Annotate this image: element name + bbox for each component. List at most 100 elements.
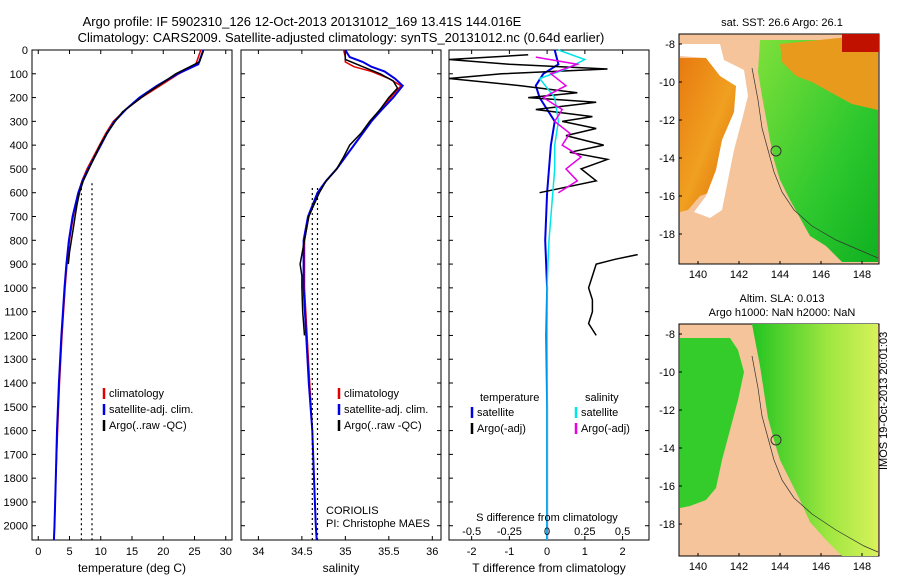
sst-map-argo-marker (770, 145, 782, 157)
sla-map-coral-sea (752, 324, 878, 556)
sla-map-coast-line (751, 355, 879, 553)
y-tick-label: 1800 (4, 473, 28, 485)
sla-map-title-1: Altim. SLA: 0.013 (740, 293, 825, 305)
map-x-tick-label: 148 (853, 269, 871, 281)
y-tick-label: 1100 (4, 307, 28, 319)
x-tick-label: 20 (157, 546, 169, 558)
y-tick-label: 200 (10, 93, 28, 105)
series-line (448, 54, 611, 194)
map-x-tick-label: 142 (730, 561, 748, 573)
y-tick-label: 800 (10, 235, 28, 247)
map-y-tick-label: -10 (659, 77, 675, 89)
salinity-panel: 34 34.5 35 35.5 36 salinity climatology satelli… (240, 49, 442, 575)
temperature-xlabel: temperature (deg C) (78, 561, 186, 575)
y-tick-label: 100 (10, 69, 28, 81)
legend-label: satellite (477, 407, 514, 419)
sla-map-title-2: Argo h1000: NaN h2000: NaN (709, 307, 856, 319)
legend-title-salinity: salinity (585, 392, 619, 404)
legend-label: climatology (344, 388, 400, 400)
map-y-tick-label: -18 (659, 229, 675, 241)
sst-map-hot-corner (842, 34, 879, 52)
map-x-tick-label: 142 (730, 269, 748, 281)
x-tick-label: 0 (544, 546, 550, 558)
map-x-tick-label: 140 (689, 269, 707, 281)
y-tick-label: 500 (10, 164, 28, 176)
legend-label: satellite-adj. clim. (344, 404, 428, 416)
difference-axes-frame (448, 49, 650, 541)
difference-panel: -2 -1 0 1 2 T difference from climatology temp… (448, 49, 650, 575)
sst-map-warm-sea-west (680, 58, 742, 212)
chart-title-line-1: Argo profile: IF 5902310_126 12-Oct-2013… (83, 14, 522, 29)
x-tick-label: 10 (95, 546, 107, 558)
salinity-axes-frame (240, 49, 442, 541)
sla-map-argo-marker (770, 434, 782, 446)
y-tick-label: 1700 (4, 449, 28, 461)
x-tick-label: 0 (35, 546, 41, 558)
x-tick-label-top: -0.5 (462, 526, 481, 538)
map-y-tick-label: -10 (659, 367, 675, 379)
map-y-tick-label: -18 (659, 519, 675, 531)
y-tick-label: 0 (22, 45, 28, 57)
sla-map-sea-west (680, 338, 744, 508)
x-tick-label: 2 (620, 546, 626, 558)
y-tick-label: 1600 (4, 426, 28, 438)
y-tick-label: 1900 (4, 497, 28, 509)
x-tick-label: 30 (220, 546, 232, 558)
x-tick-label: 34.5 (291, 546, 312, 558)
temperature-panel: 0 5 10 15 20 25 300100200300400500600700800900… (4, 45, 233, 575)
y-tick-label: 900 (10, 259, 28, 271)
map-x-tick-label: 146 (812, 269, 830, 281)
y-tick-label: 1500 (4, 402, 28, 414)
map-y-tick-label: -8 (665, 329, 675, 341)
y-tick-label: 1200 (4, 330, 28, 342)
series-line (67, 50, 205, 265)
chart-title-line-2: Climatology: CARS2009. Satellite-adjuste… (78, 30, 605, 45)
sla-map: Altim. SLA: 0.013 Argo h1000: NaN h2000:… (678, 293, 880, 557)
x-tick-label-top: -0.25 (497, 526, 522, 538)
x-tick-label-top: 0.25 (574, 526, 595, 538)
x-tick-label: 34 (252, 546, 264, 558)
map-y-tick-label: -16 (659, 481, 675, 493)
map-x-tick-label: 148 (853, 561, 871, 573)
legend-label: Argo(..raw -QC) (344, 420, 422, 432)
x-tick-label: -2 (467, 546, 477, 558)
temperature-axes-frame (31, 49, 233, 541)
y-tick-label: 1400 (4, 378, 28, 390)
map-y-tick-label: -12 (659, 115, 675, 127)
map-x-tick-label: 144 (771, 561, 789, 573)
series-line (299, 51, 399, 336)
map-y-tick-label: -12 (659, 405, 675, 417)
y-tick-label: 400 (10, 140, 28, 152)
x-tick-label: 35 (339, 546, 351, 558)
y-tick-label: 2000 (4, 521, 28, 533)
legend-label: satellite (581, 407, 618, 419)
legend-label: Argo(-adj) (581, 423, 630, 435)
x-tick-label: -1 (504, 546, 514, 558)
map-x-tick-label: 146 (812, 561, 830, 573)
legend-label: Argo(-adj) (477, 423, 526, 435)
sst-map-white-coast (680, 44, 748, 218)
y-tick-label: 1300 (4, 354, 28, 366)
legend-label: climatology (109, 388, 165, 400)
x-tick-label: 36 (426, 546, 438, 558)
map-y-tick-label: -16 (659, 191, 675, 203)
difference-xlabel-top: S difference from climatology (476, 512, 618, 524)
map-y-tick-label: -14 (659, 443, 675, 455)
x-tick-label: 35.5 (378, 546, 399, 558)
series-line (587, 253, 638, 336)
pi-label: PI: Christophe MAES (326, 518, 430, 530)
legend-label: satellite-adj. clim. (109, 404, 193, 416)
x-tick-label: 1 (582, 546, 588, 558)
y-tick-label: 300 (10, 116, 28, 128)
sst-map-coast-line (751, 67, 879, 259)
y-tick-label: 600 (10, 188, 28, 200)
sst-map-title: sat. SST: 26.6 Argo: 26.1 (721, 17, 843, 29)
sst-map-warm-sea-ne (780, 34, 878, 110)
map-y-tick-label: -14 (659, 153, 675, 165)
salinity-xlabel: salinity (323, 561, 360, 575)
x-tick-label: 15 (126, 546, 138, 558)
legend-title-temperature: temperature (480, 392, 539, 404)
difference-xlabel: T difference from climatology (472, 561, 626, 575)
series-line (302, 49, 405, 541)
